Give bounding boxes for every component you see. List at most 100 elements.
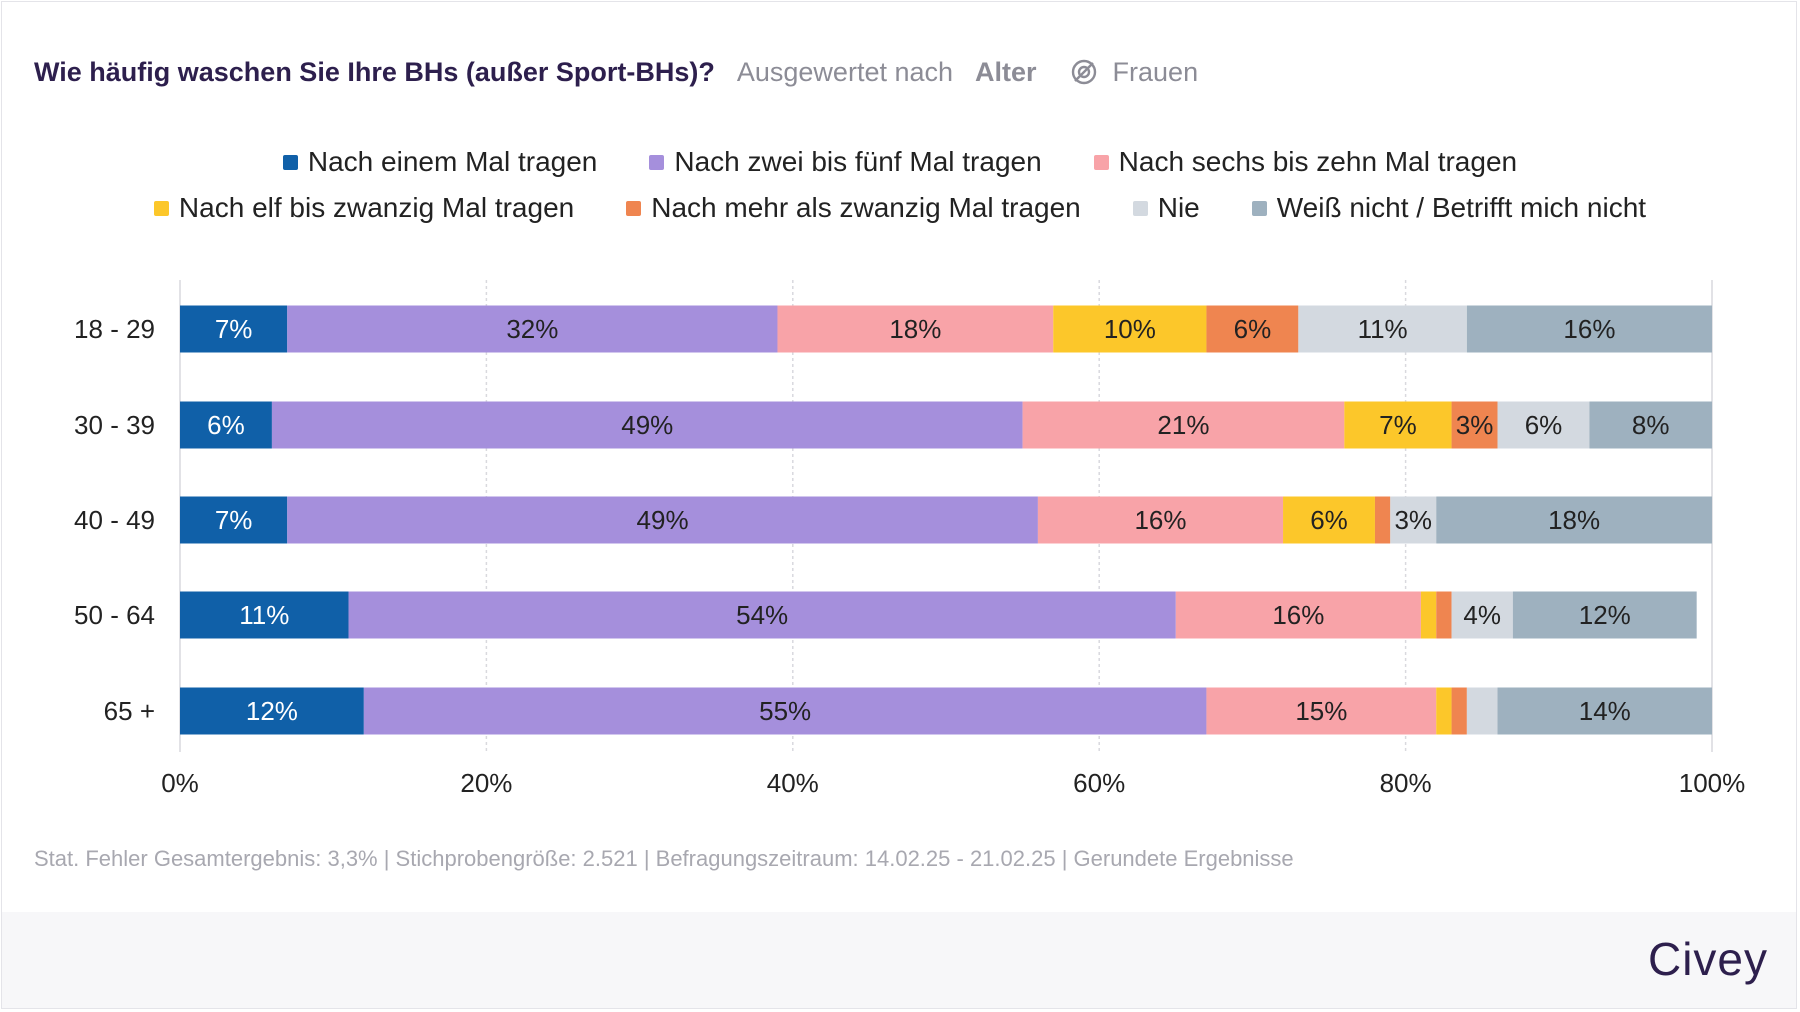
data-label: 49% <box>621 410 673 440</box>
legend-item[interactable]: Nach mehr als zwanzig Mal tragen <box>626 191 1081 225</box>
bar-segment <box>777 305 1054 353</box>
data-label: 49% <box>637 505 689 535</box>
x-tick-label: 40% <box>767 768 819 798</box>
segment-label: Frauen <box>1112 56 1199 87</box>
legend-item[interactable]: Nach sechs bis zehn Mal tragen <box>1093 145 1518 179</box>
data-label: 6% <box>1310 505 1348 535</box>
bar-segment <box>1206 305 1299 353</box>
bar-segment <box>1298 305 1467 353</box>
data-label: 54% <box>736 600 788 630</box>
bar-segment <box>1420 591 1437 639</box>
bar-segment <box>1175 591 1421 639</box>
bar-segment <box>1053 305 1207 353</box>
data-label: 12% <box>1579 600 1631 630</box>
bar-segment <box>180 305 288 353</box>
bar-segment <box>1497 687 1712 735</box>
legend-label: Nach sechs bis zehn Mal tragen <box>1118 146 1518 177</box>
filter-label[interactable]: Alter <box>975 56 1037 87</box>
legend-label: Nach mehr als zwanzig Mal tragen <box>651 192 1081 223</box>
y-category-label: 40 - 49 <box>74 505 155 535</box>
chart-subtitle: Ausgewertet nach <box>736 56 954 87</box>
y-category-label: 18 - 29 <box>74 314 155 344</box>
x-tick-label: 0% <box>161 768 199 798</box>
bar-segment <box>1390 496 1437 544</box>
legend-item[interactable]: Nie <box>1132 191 1200 225</box>
bar-segment <box>1466 687 1498 735</box>
bar-segment <box>1283 496 1375 544</box>
y-category-label: 50 - 64 <box>74 600 155 630</box>
bar-segment <box>348 591 1176 639</box>
data-label: 10% <box>1104 314 1156 344</box>
legend-swatch <box>626 200 642 216</box>
data-label: 6% <box>207 410 245 440</box>
legend-label: Weiß nicht / Betrifft mich nicht <box>1276 192 1647 223</box>
legend-swatch <box>1251 200 1267 216</box>
legend-swatch <box>1132 200 1148 216</box>
data-label: 11% <box>239 600 289 630</box>
bar-segment <box>1589 401 1712 449</box>
bar-segment <box>1344 401 1452 449</box>
x-tick-label: 60% <box>1073 768 1125 798</box>
data-label: 18% <box>1548 505 1600 535</box>
chart-legend: Nach einem Mal tragen Nach zwei bis fünf … <box>30 145 1770 225</box>
data-label: 7% <box>1379 410 1417 440</box>
data-label: 7% <box>215 314 253 344</box>
data-label: 6% <box>1234 314 1272 344</box>
bar-segment <box>271 401 1023 449</box>
data-label: 18% <box>889 314 941 344</box>
bar-segment <box>180 496 288 544</box>
bar-segment <box>1451 591 1513 639</box>
data-label: 6% <box>1525 410 1563 440</box>
bar-segment <box>1451 687 1467 735</box>
legend-swatch <box>153 200 169 216</box>
bar-segment <box>1497 401 1590 449</box>
bar-segment <box>1022 401 1345 449</box>
legend-label: Nach zwei bis fünf Mal tragen <box>674 146 1042 177</box>
bar-segment <box>180 687 364 735</box>
legend-swatch <box>649 154 665 170</box>
data-label: 11% <box>1358 314 1408 344</box>
y-category-label: 65 + <box>104 696 155 726</box>
y-category-label: 30 - 39 <box>74 410 155 440</box>
data-label: 16% <box>1563 314 1615 344</box>
data-label: 16% <box>1272 600 1324 630</box>
data-label: 4% <box>1463 600 1501 630</box>
footer-band <box>2 912 1796 1008</box>
bar-segment <box>180 401 272 449</box>
data-label: 8% <box>1632 410 1670 440</box>
bar-segment <box>287 496 1038 544</box>
data-label: 7% <box>215 505 253 535</box>
bar-segment <box>1512 591 1697 639</box>
segment-filter-icon <box>1071 59 1096 85</box>
x-tick-label: 20% <box>460 768 512 798</box>
legend-item[interactable]: Nach elf bis zwanzig Mal tragen <box>153 191 575 225</box>
x-tick-label: 100% <box>1679 768 1746 798</box>
bar-segment <box>1451 401 1498 449</box>
data-label: 12% <box>246 696 298 726</box>
chart-title: Wie häufig waschen Sie Ihre BHs (außer S… <box>34 56 715 87</box>
bar-segment <box>1206 687 1437 735</box>
legend-label: Nie <box>1157 192 1200 223</box>
legend-item[interactable]: Nach einem Mal tragen <box>282 145 597 179</box>
legend-swatch <box>282 154 298 170</box>
data-label: 3% <box>1456 410 1494 440</box>
legend-label: Nach elf bis zwanzig Mal tragen <box>178 192 575 223</box>
legend-item[interactable]: Nach zwei bis fünf Mal tragen <box>649 145 1042 179</box>
bar-segment <box>180 591 349 639</box>
legend-swatch <box>1093 154 1109 170</box>
bar-segment <box>1436 591 1452 639</box>
data-label: 16% <box>1134 505 1186 535</box>
x-tick-label: 80% <box>1380 768 1432 798</box>
data-label: 32% <box>506 314 558 344</box>
legend-item[interactable]: Weiß nicht / Betrifft mich nicht <box>1251 191 1647 225</box>
bar-segment <box>363 687 1207 735</box>
bar-segment <box>1037 496 1284 544</box>
data-label: 14% <box>1579 696 1631 726</box>
stacked-bar-chart: 0% 20% 40% 60% 80% 100% 18 - 29 7% 32% 18% 10% 6% 11… <box>74 280 1746 798</box>
bar-segment <box>1466 305 1712 353</box>
brand-logo: Civey <box>1647 933 1768 985</box>
bar-segment <box>287 305 778 353</box>
bar-segment <box>1374 496 1391 544</box>
segment-filter[interactable]: Frauen <box>1069 56 1199 88</box>
footer-note: Stat. Fehler Gesamtergebnis: 3,3% | Stic… <box>34 846 1294 871</box>
